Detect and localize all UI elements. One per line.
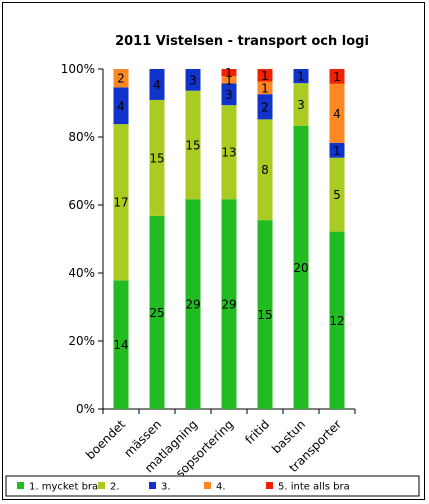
bar-segment [185, 199, 201, 409]
bar-segment [257, 94, 273, 120]
data-label: 5 [333, 188, 341, 202]
legend-label: 3. [161, 482, 171, 493]
data-label: 29 [221, 298, 236, 312]
bar-segment [329, 83, 345, 143]
data-label: 25 [149, 306, 164, 320]
bar-segment [257, 69, 273, 82]
data-label: 8 [261, 163, 269, 177]
bar-segment [293, 125, 309, 410]
bar-segment [149, 69, 165, 100]
bar-segment [221, 199, 237, 409]
y-tick-label: 40% [68, 266, 95, 280]
data-label: 4 [153, 78, 161, 92]
legend-label: 1. mycket bra [29, 482, 98, 493]
chart-frame [2, 2, 425, 500]
bar-segment [329, 69, 345, 84]
data-label: 14 [113, 338, 128, 352]
bar-segment [185, 69, 201, 91]
data-label: 1 [333, 144, 341, 158]
bar-segment [257, 220, 273, 409]
data-label: 3 [225, 88, 233, 102]
bar-segment [329, 231, 345, 409]
data-label: 20 [293, 261, 308, 275]
legend-swatch [149, 482, 156, 489]
data-label: 1 [261, 69, 269, 83]
legend-label: 2. [110, 482, 120, 493]
data-label: 3 [189, 73, 197, 87]
data-label: 1 [225, 73, 233, 87]
x-tick-label: fritid [242, 417, 272, 447]
data-label: 4 [117, 99, 125, 113]
x-tick-label: boendet [83, 417, 128, 462]
data-label: 17 [113, 196, 128, 210]
bar-segment [221, 69, 237, 77]
data-label: 15 [149, 151, 164, 165]
legend-label: 4. [216, 482, 226, 493]
data-label: 2 [261, 100, 269, 114]
data-label: 29 [185, 298, 200, 312]
data-label: 2 [117, 72, 125, 86]
y-tick-label: 100% [61, 62, 95, 76]
bar-segment [257, 81, 273, 95]
bar-segment [113, 69, 129, 88]
bar-segment [221, 76, 237, 84]
y-tick-label: 0% [76, 402, 95, 416]
legend-swatch [98, 482, 105, 489]
legend-swatch [204, 482, 211, 489]
bar-segment [329, 142, 345, 158]
data-label: 13 [221, 146, 236, 160]
data-label: 1 [225, 66, 233, 80]
data-label: 3 [297, 98, 305, 112]
bar-segment [257, 119, 273, 221]
legend-swatch [17, 482, 24, 489]
legend: 1. mycket bra 2. 3. 4. 5. inte alls bra [5, 475, 420, 497]
y-tick-label: 60% [68, 198, 95, 212]
bar-segment [149, 99, 165, 216]
legend-label: 5. inte alls bra [278, 482, 350, 493]
bar-segment [185, 90, 201, 200]
data-label: 1 [297, 70, 305, 84]
chart-title: 2011 Vistelsen - transport och logi [115, 34, 369, 49]
bar-segment [329, 157, 345, 232]
bar-segment [149, 215, 165, 409]
y-axis: 0% 20% 40% 60% 80% 100% [61, 62, 104, 416]
data-label: 1 [333, 70, 341, 84]
legend-swatch [266, 482, 273, 489]
bar-segment [113, 124, 129, 281]
bar-segment [293, 83, 309, 126]
bar-segment [221, 83, 237, 106]
bar-segment [113, 280, 129, 409]
data-label: 15 [185, 138, 200, 152]
legend-box [5, 475, 420, 497]
data-label: 1 [261, 81, 269, 95]
data-label: 4 [333, 107, 341, 121]
y-tick-label: 80% [68, 130, 95, 144]
bar-segment [293, 69, 309, 84]
data-label: 12 [329, 314, 344, 328]
data-label: 15 [257, 308, 272, 322]
bar-segment [113, 87, 129, 125]
y-tick-label: 20% [68, 334, 95, 348]
bar-segment [221, 105, 237, 200]
